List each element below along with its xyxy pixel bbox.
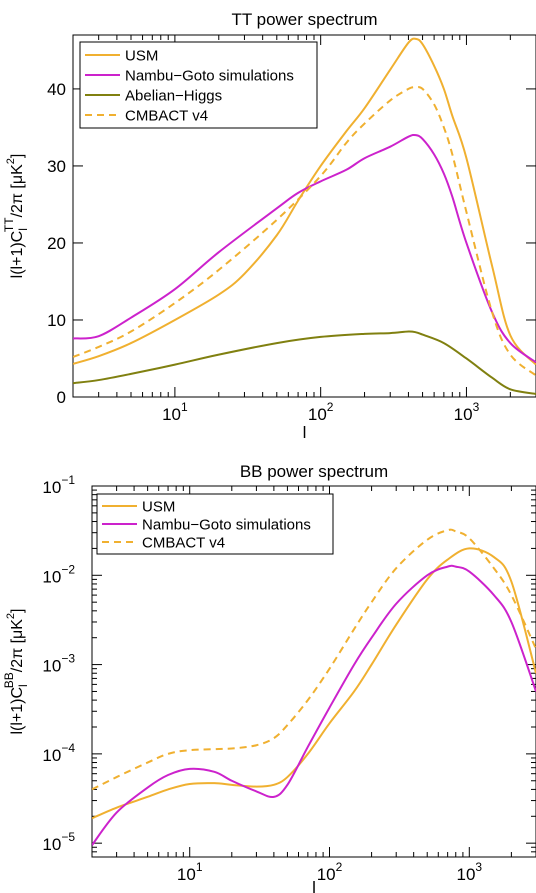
x-tick-label: 102: [308, 400, 334, 424]
legend-label-1: USM: [142, 499, 175, 516]
y-axis-label: l(l+1)ClTT/2π [μK2]: [2, 154, 30, 279]
x-tick-label: 101: [162, 400, 188, 424]
y-tick-label: 10−4: [42, 741, 75, 765]
chart-title: BB power spectrum: [240, 462, 388, 481]
legend-label-2: Nambu−Goto simulations: [125, 68, 294, 85]
y-tick-label: 10: [47, 311, 66, 330]
series-line-3: [73, 330, 536, 395]
y-tick-label: 10−1: [42, 473, 75, 497]
chart-title: TT power spectrum: [231, 10, 377, 29]
y-tick-label: 30: [47, 157, 66, 176]
series-line-2: [73, 133, 536, 364]
legend-box: [96, 493, 334, 555]
y-tick-label: 10−5: [42, 830, 75, 854]
legend-label-4: CMBACT v4: [125, 108, 208, 125]
series-line-2: [92, 564, 536, 846]
series-group: [73, 37, 536, 395]
series-line-3: [92, 528, 536, 791]
legend: USM Nambu−Goto simulations Abelian−Higgs CM…: [79, 41, 318, 129]
legend-label-3: Abelian−Higgs: [125, 88, 222, 105]
series-line-1: [73, 37, 536, 366]
y-tick-label: 40: [47, 80, 66, 99]
y-tick-label: 20: [47, 234, 66, 253]
legend-label-2: Nambu−Goto simulations: [142, 517, 311, 534]
y-tick-label: 10−3: [42, 652, 75, 676]
x-tick-label: 103: [454, 400, 480, 424]
legend-box: [79, 41, 318, 129]
legend-label-3: CMBACT v4: [142, 535, 225, 552]
y-axis-label: l(l+1)ClBB/2π [μK2]: [2, 609, 30, 735]
x-axis-label: l: [312, 878, 316, 893]
legend-label-1: USM: [125, 48, 158, 65]
x-tick-label: 103: [456, 860, 482, 884]
y-tick-label: 10−2: [42, 562, 75, 586]
series-line-1: [92, 547, 536, 820]
chart-2: BB power spectrum 101 102 103 10−5 10−4 10−3 10…: [2, 462, 536, 893]
x-tick-label: 102: [317, 860, 343, 884]
x-tick-label: 101: [177, 860, 203, 884]
y-tick-label: 0: [57, 388, 66, 407]
chart-1: TT power spectrum 101 102 103 0 10 20 30 40 l l(l+…: [2, 10, 536, 442]
series-line-4: [73, 86, 536, 377]
x-axis-label: l: [303, 423, 307, 442]
series-group: [92, 528, 536, 846]
